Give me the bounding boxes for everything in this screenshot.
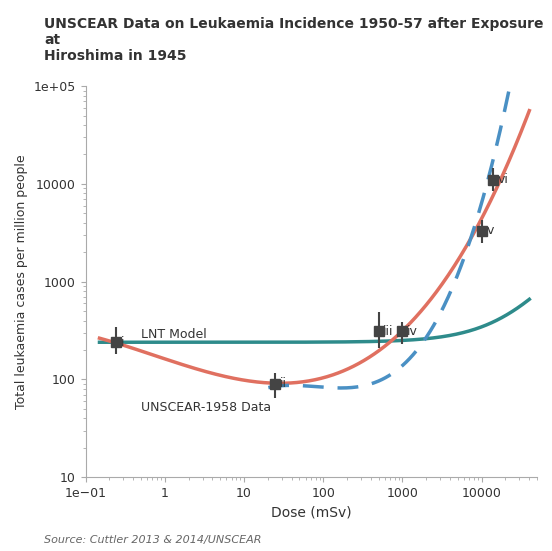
Y-axis label: Total leukaemia cases per million people: Total leukaemia cases per million people: [15, 154, 28, 409]
Text: iv: iv: [407, 325, 418, 338]
Text: LNT Model: LNT Model: [141, 327, 206, 341]
Text: ii: ii: [280, 377, 287, 391]
Text: vi: vi: [498, 174, 509, 186]
Text: iii: iii: [384, 325, 394, 338]
Text: UNSCEAR-1958 Data: UNSCEAR-1958 Data: [141, 401, 271, 414]
X-axis label: Dose (mSv): Dose (mSv): [271, 505, 352, 520]
Text: Source: Cuttler 2013 & 2014/UNSCEAR: Source: Cuttler 2013 & 2014/UNSCEAR: [44, 536, 262, 545]
Text: i: i: [120, 336, 124, 349]
Text: UNSCEAR Data on Leukaemia Incidence 1950-57 after Exposure at
Hiroshima in 1945: UNSCEAR Data on Leukaemia Incidence 1950…: [44, 17, 544, 63]
Text: v: v: [486, 224, 494, 237]
